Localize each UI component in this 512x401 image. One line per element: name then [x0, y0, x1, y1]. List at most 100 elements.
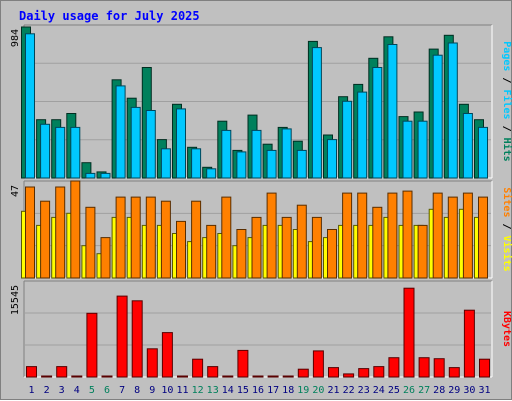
legend-entry: KBytes: [501, 311, 512, 347]
bar-kbytes-day-11: [177, 375, 188, 378]
bar-kbytes-day-19: [297, 368, 309, 378]
x-tick-label: 14: [222, 385, 234, 396]
x-tick-label: 16: [252, 385, 264, 396]
x-tick-label: 4: [74, 385, 80, 396]
bar-files-day-16: [251, 129, 262, 179]
bar-sites-day-3: [55, 186, 66, 279]
legend-entry: Sites: [501, 187, 512, 217]
bar-sites-day-30: [462, 192, 473, 279]
legend-entry: Files: [501, 89, 512, 119]
bar-files-day-13: [206, 168, 217, 179]
bar-files-day-30: [462, 113, 473, 179]
bar-kbytes-day-27: [418, 357, 430, 378]
bar-files-day-27: [417, 120, 428, 179]
x-tick-label: 2: [44, 385, 50, 396]
x-tick-label: 8: [134, 385, 140, 396]
x-tick-label: 15: [237, 385, 249, 396]
bar-files-day-29: [447, 42, 458, 179]
bar-files-day-2: [40, 123, 51, 179]
bar-files-day-11: [176, 108, 186, 179]
bar-kbytes-day-9: [146, 348, 158, 378]
bar-sites-day-16: [251, 216, 262, 279]
bar-sites-day-6: [100, 237, 111, 279]
bar-kbytes-day-31: [479, 358, 490, 378]
bar-kbytes-day-4: [71, 375, 83, 378]
bar-kbytes-day-29: [448, 367, 460, 378]
bar-sites-day-14: [221, 196, 232, 279]
bar-sites-day-2: [40, 200, 51, 279]
bar-sites-day-22: [342, 192, 353, 279]
bar-kbytes-day-30: [463, 309, 475, 378]
bar-files-day-8: [130, 106, 141, 179]
x-tick-label: 10: [161, 385, 173, 396]
bar-kbytes-day-20: [312, 350, 324, 378]
bar-files-day-22: [342, 100, 353, 179]
legend-sites-visits: Sites / Visits: [501, 187, 512, 271]
bar-kbytes-day-13: [207, 366, 219, 378]
bar-files-day-7: [115, 85, 126, 179]
bar-sites-day-21: [327, 229, 337, 279]
x-tick-label: 25: [388, 385, 400, 396]
bar-kbytes-day-17: [267, 375, 279, 378]
x-tick-label: 26: [403, 385, 415, 396]
bar-files-day-3: [55, 126, 66, 179]
bar-files-day-18: [281, 128, 292, 179]
bar-sites-day-23: [357, 192, 368, 279]
bar-files-day-1: [25, 33, 35, 179]
bar-kbytes-day-2: [41, 375, 53, 378]
y-max-label-kbytes: 15545: [10, 285, 21, 315]
bar-kbytes-day-22: [343, 373, 355, 378]
bar-sites-day-5: [85, 206, 96, 279]
chart-title: Daily usage for July 2025: [19, 9, 200, 23]
bar-sites-day-29: [447, 196, 458, 279]
bar-kbytes-day-10: [161, 332, 173, 378]
bar-sites-day-18: [281, 216, 292, 279]
x-tick-label: 30: [463, 385, 475, 396]
bar-sites-day-17: [266, 192, 277, 279]
x-tick-label: 18: [282, 385, 294, 396]
bar-sites-day-19: [296, 204, 307, 279]
bar-files-day-26: [402, 120, 413, 179]
bar-sites-day-1: [25, 186, 35, 279]
bar-sites-day-11: [176, 220, 186, 279]
x-tick-label: 6: [104, 385, 110, 396]
bar-sites-day-26: [402, 190, 413, 279]
x-tick-label: 9: [149, 385, 155, 396]
x-tick-label: 1: [28, 385, 34, 396]
bar-kbytes-day-15: [237, 349, 249, 378]
bar-files-day-20: [311, 47, 322, 179]
bar-kbytes-day-12: [192, 358, 204, 378]
bar-sites-day-28: [432, 192, 443, 279]
x-tick-label: 19: [297, 385, 309, 396]
bar-files-day-9: [145, 110, 156, 179]
bar-kbytes-day-23: [358, 368, 370, 378]
bar-files-day-31: [478, 126, 488, 179]
bar-sites-day-9: [145, 196, 156, 279]
bar-kbytes-day-18: [282, 375, 294, 378]
legend-kbytes: KBytes: [501, 311, 512, 347]
bar-files-day-10: [160, 148, 171, 179]
bar-sites-day-31: [478, 196, 488, 279]
y-max-label-sites-visits: 47: [10, 185, 21, 197]
bar-kbytes-day-1: [26, 366, 37, 378]
x-tick-label: 3: [59, 385, 65, 396]
bar-sites-day-8: [130, 196, 141, 279]
legend-entry: Hits: [501, 138, 512, 162]
bar-sites-day-4: [70, 180, 81, 279]
bar-files-day-17: [266, 149, 277, 179]
x-tick-label: 22: [343, 385, 355, 396]
bar-files-day-5: [85, 172, 96, 179]
x-tick-label: 21: [327, 385, 339, 396]
y-max-label-hits-files: 984: [10, 29, 21, 47]
legend-hits-files: Pages / Files / Hits: [501, 41, 512, 161]
x-tick-label: 12: [192, 385, 204, 396]
bar-files-day-12: [191, 148, 202, 179]
bar-files-day-24: [372, 67, 383, 179]
bar-kbytes-day-3: [56, 366, 68, 378]
x-tick-label: 23: [358, 385, 370, 396]
bar-sites-day-13: [206, 224, 217, 279]
x-tick-label: 29: [448, 385, 460, 396]
bar-files-day-25: [387, 44, 398, 179]
